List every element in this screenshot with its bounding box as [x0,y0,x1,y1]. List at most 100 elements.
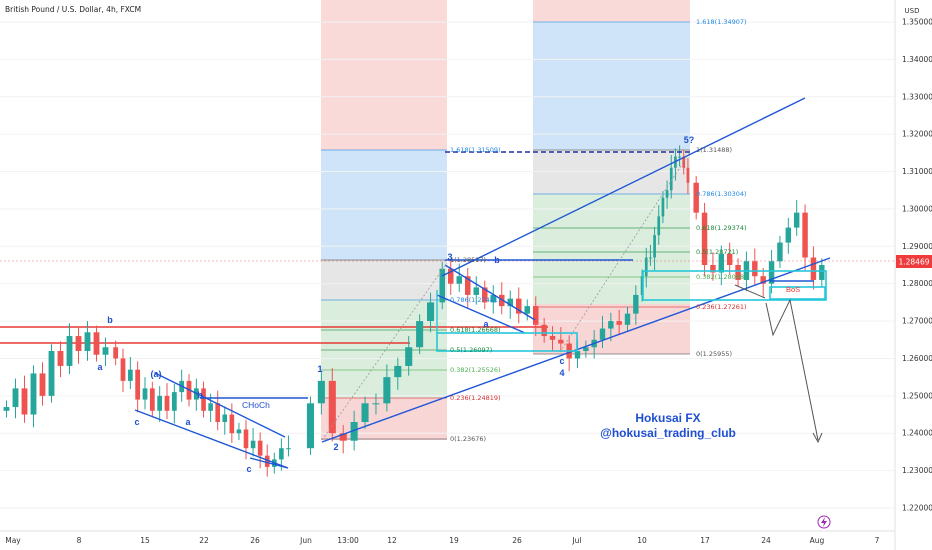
wave-label: 2 [333,442,338,452]
cyan-boxes [436,270,827,352]
candle-body [222,414,228,423]
candle-body [339,433,347,441]
x-tick-label: 26 [250,536,260,545]
channel-lower-line [321,257,831,443]
x-tick-label: 7 [875,536,880,545]
fib-level-label: 0.236(1.24819) [450,394,501,402]
candle-body [306,403,315,449]
candle-body [669,167,673,191]
candle-body [57,350,64,366]
candle-body [135,369,141,400]
candle-body [405,347,413,366]
wave-label: 3 [447,252,452,262]
candle-body [208,403,213,411]
candle-body [286,448,291,450]
candle-body [48,350,55,396]
x-tick-label: 12 [387,536,397,545]
fib-level-label: 0.382(1.25526) [450,366,501,374]
candle-body [665,190,669,198]
y-tick-label: 1.30000 [902,204,932,213]
wave-label: c [134,417,139,427]
candle-body [693,182,699,213]
x-tick-label: 15 [140,536,150,545]
candle-body [439,268,446,303]
candle-body [686,167,690,183]
candle-body [361,403,369,423]
fib-labels: 0(1.23676) 0.236(1.24819) 0.382(1.25526) 0.… [450,18,747,443]
y-tick-label: 1.22000 [902,504,932,513]
candle-body [236,429,242,434]
candle-body [710,265,716,273]
candle-body [317,380,325,404]
candle-body [120,358,126,381]
wave-label: c [246,464,251,474]
watermark-line2: @hokusai_trading_club [600,426,736,440]
wave-labels: b a c (a) b a c 1 2 3 b a c 4 5? [97,135,694,474]
wave-label: 4 [559,368,564,378]
cyan-box-right [642,270,827,301]
x-tick-label: Jun [299,536,312,545]
channel-upper-line [441,97,806,277]
candle-body [718,253,725,273]
candle-body [583,347,589,351]
blue-zone-left [321,150,447,260]
wave-label: c [559,356,564,366]
candle-body [726,253,733,265]
candlestick-series [3,145,825,477]
x-tick-label: 19 [449,536,459,545]
candle-body [215,403,220,423]
candle-body [532,306,539,325]
y-tick-label: 1.34000 [902,55,932,64]
red-zone-right [533,0,690,22]
candle-body [701,212,708,265]
wave-label: a [483,319,489,329]
candle-body [653,235,656,258]
candle-body [498,294,505,307]
x-tick-label: Jul [571,536,581,545]
fib-level-label: 0.5(1.28721) [696,248,738,256]
candle-body [66,336,73,366]
wedge-top [154,372,286,438]
candle-body [394,365,402,378]
current-price-badge [896,255,932,268]
projection-path [734,284,823,444]
x-tick-label: 8 [77,536,82,545]
y-tick-label: 1.26000 [902,354,932,363]
candle-body [768,261,775,284]
candle-body [75,336,82,351]
candle-body [229,414,235,434]
candle-body [328,380,336,434]
candle-body [3,407,10,411]
current-price-label: 1.28469 [898,258,929,267]
candle-body [257,440,263,456]
wave-label: (a) [151,369,162,379]
candle-body [810,257,817,280]
x-tick-label: 17 [700,536,710,545]
candle-body [785,227,792,243]
fib-level-label: 0(1.23676) [450,435,486,443]
candle-body [515,298,522,314]
candle-body [164,395,170,411]
fib-level-label: 0.618(1.26668) [450,326,501,334]
choch-label: CHoCh [242,400,270,410]
wave-label: b [494,255,500,265]
candle-body [558,339,564,344]
y-tick-label: 1.29000 [902,242,932,251]
candle-body [243,429,249,449]
candle-body [760,276,766,284]
candle-body [264,455,270,467]
fib-level-label: 0.786(1.27481) [450,296,501,304]
candle-body [524,306,531,314]
lightning-icon[interactable] [817,515,831,529]
bos-label: BoS [786,285,800,294]
fib-level-label: 1.618(1.31509) [450,146,501,154]
candle-body [481,287,488,303]
candle-body [644,257,648,277]
currency-label[interactable]: USD [905,7,920,15]
candle-body [616,321,622,325]
wave-label: a [185,417,191,427]
y-tick-label: 1.25000 [902,391,932,400]
candle-body [426,302,435,322]
